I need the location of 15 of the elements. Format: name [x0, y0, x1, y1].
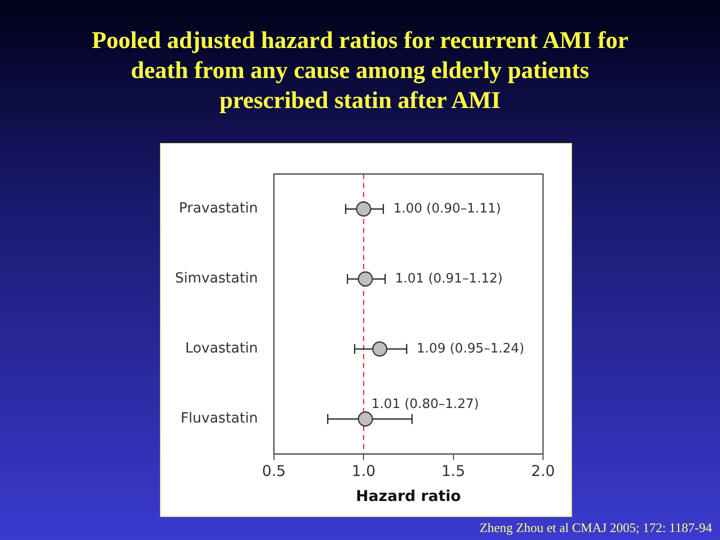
x-tick-label: 2.0: [531, 462, 555, 480]
x-tick-label: 1.0: [352, 462, 376, 480]
x-tick-label: 1.5: [441, 462, 466, 480]
text: Zheng Zhou et al CMAJ 2005; 172: 1187-94: [480, 520, 712, 536]
data-label: 1.00 (0.90–1.11): [393, 201, 501, 216]
data-label: 1.01 (0.80–1.27): [371, 396, 480, 412]
y-tick-label: Simvastatin: [174, 270, 258, 287]
x-tick-label: 0.5: [262, 462, 286, 480]
y-tick-label: Lovastatin: [185, 340, 258, 357]
data-label: 1.09 (0.95–1.24): [416, 341, 524, 356]
chart-title: Pooled adjusted hazard ratios for recurrent AMI for death from any cause among elderly patients prescribed statin after AMI: [90, 27, 630, 116]
data-label: 1.01 (0.91–1.12): [395, 271, 503, 286]
y-tick-label: Pravastatin: [178, 200, 258, 217]
y-tick-label: Fluvastatin: [180, 410, 258, 427]
x-axis-title: Hazard ratio: [356, 486, 461, 505]
